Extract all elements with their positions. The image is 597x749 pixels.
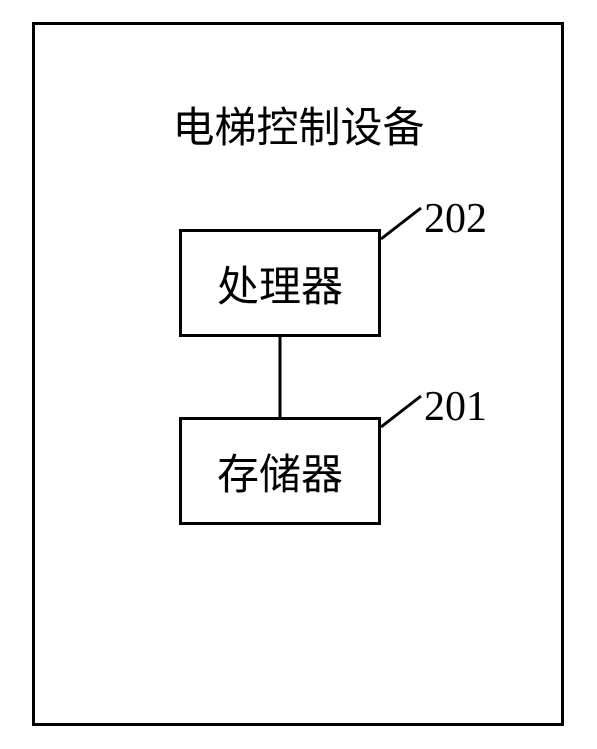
processor-box: 处理器 [179, 229, 381, 337]
memory-box: 存储器 [179, 417, 381, 525]
memory-ref-label: 201 [424, 383, 487, 431]
processor-label: 处理器 [217, 253, 343, 314]
processor-ref-label: 202 [424, 195, 487, 243]
diagram-title: 电梯控制设备 [0, 94, 597, 155]
memory-label: 存储器 [217, 441, 343, 502]
